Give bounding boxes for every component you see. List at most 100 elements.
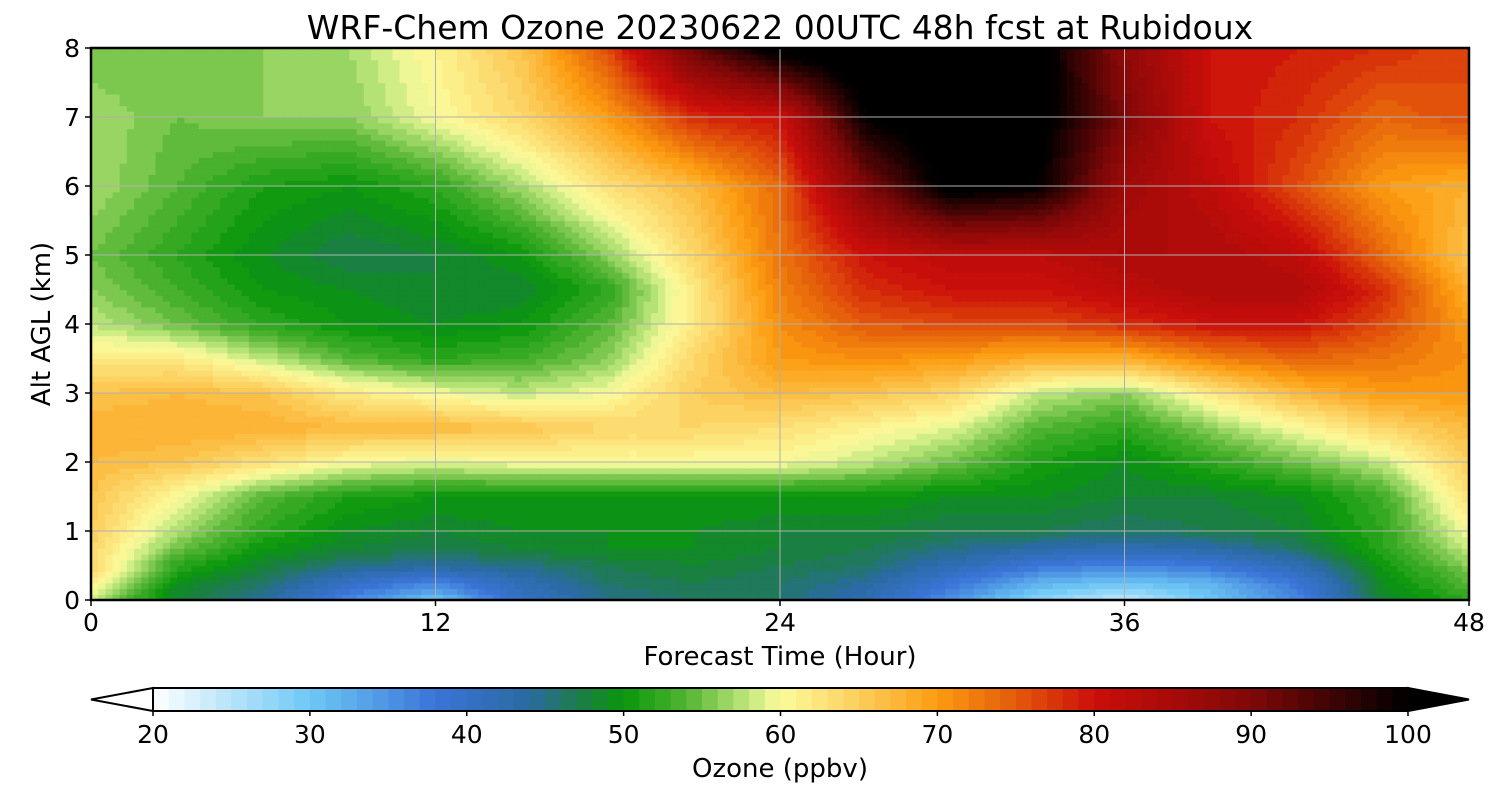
- heatmap-cell: [199, 543, 207, 549]
- heatmap-cell: [830, 571, 838, 577]
- heatmap-cell: [909, 485, 917, 491]
- heatmap-cell: [1089, 462, 1097, 468]
- heatmap-cell: [780, 502, 788, 508]
- heatmap-cell: [1153, 531, 1161, 537]
- heatmap-cell: [1311, 520, 1319, 526]
- heatmap-cell: [385, 548, 393, 554]
- heatmap-cell: [931, 577, 939, 583]
- heatmap-cell: [443, 468, 451, 474]
- heatmap-cell: [1017, 520, 1025, 526]
- heatmap-cell: [148, 514, 156, 520]
- heatmap-cell: [206, 474, 214, 480]
- heatmap-cell: [1117, 571, 1125, 577]
- heatmap-cell: [335, 531, 343, 537]
- heatmap-cell: [809, 566, 817, 572]
- heatmap-cell: [407, 479, 415, 485]
- heatmap-cell: [658, 508, 666, 514]
- heatmap-cell: [945, 537, 953, 543]
- heatmap-cell: [235, 554, 243, 560]
- heatmap-cell: [802, 468, 810, 474]
- heatmap-cell: [558, 451, 566, 457]
- heatmap-cell: [694, 474, 702, 480]
- heatmap-cell: [256, 508, 264, 514]
- heatmap-cell: [572, 577, 580, 583]
- heatmap-cell: [1046, 474, 1054, 480]
- heatmap-cell: [500, 560, 508, 566]
- heatmap-cell: [665, 508, 673, 514]
- heatmap-cell: [744, 474, 752, 480]
- heatmap-cell: [830, 468, 838, 474]
- heatmap-cell: [450, 560, 458, 566]
- heatmap-cell: [1383, 554, 1391, 560]
- heatmap-cell: [1125, 485, 1133, 491]
- heatmap-cell: [220, 566, 228, 572]
- heatmap-cell: [235, 474, 243, 480]
- heatmap-cell: [644, 451, 652, 457]
- heatmap-cell: [378, 491, 386, 497]
- heatmap-cell: [407, 468, 415, 474]
- heatmap-cell: [730, 554, 738, 560]
- heatmap-cell: [1412, 548, 1420, 554]
- heatmap-cell: [177, 497, 185, 503]
- heatmap-cell: [974, 560, 982, 566]
- heatmap-cell: [909, 548, 917, 554]
- heatmap-cell: [701, 566, 709, 572]
- heatmap-cell: [773, 571, 781, 577]
- heatmap-cell: [1261, 583, 1269, 589]
- heatmap-cell: [235, 479, 243, 485]
- heatmap-cell: [579, 537, 587, 543]
- heatmap-cell: [1455, 462, 1463, 468]
- heatmap-cell: [924, 577, 932, 583]
- heatmap-cell: [615, 514, 623, 520]
- heatmap-cell: [471, 462, 479, 468]
- heatmap-cell: [120, 508, 128, 514]
- heatmap-cell: [1254, 514, 1262, 520]
- heatmap-cell: [687, 554, 695, 560]
- heatmap-cell: [199, 520, 207, 526]
- heatmap-cell: [916, 577, 924, 583]
- heatmap-cell: [751, 497, 759, 503]
- heatmap-cell: [766, 468, 774, 474]
- heatmap-cell: [1419, 491, 1427, 497]
- heatmap-cell: [464, 462, 472, 468]
- heatmap-cell: [213, 479, 221, 485]
- heatmap-cell: [737, 589, 745, 595]
- heatmap-cell: [220, 543, 228, 549]
- heatmap-cell: [1404, 543, 1412, 549]
- heatmap-cell: [952, 514, 960, 520]
- heatmap-cell: [1354, 531, 1362, 537]
- heatmap-cell: [1017, 548, 1025, 554]
- heatmap-cell: [952, 497, 960, 503]
- heatmap-cell: [436, 520, 444, 526]
- heatmap-cell: [902, 589, 910, 595]
- heatmap-cell: [1440, 520, 1448, 526]
- heatmap-cell: [328, 479, 336, 485]
- heatmap-cell: [177, 571, 185, 577]
- heatmap-cell: [191, 589, 199, 595]
- heatmap-cell: [723, 531, 731, 537]
- heatmap-cell: [414, 583, 422, 589]
- heatmap-cell: [1196, 508, 1204, 514]
- heatmap-cell: [507, 491, 515, 497]
- heatmap-cell: [299, 520, 307, 526]
- heatmap-cell: [680, 537, 688, 543]
- heatmap-cell: [191, 554, 199, 560]
- heatmap-cell: [644, 468, 652, 474]
- heatmap-cell: [967, 491, 975, 497]
- heatmap-cell: [1404, 468, 1412, 474]
- heatmap-cell: [378, 543, 386, 549]
- heatmap-cell: [206, 520, 214, 526]
- heatmap-cell: [608, 502, 616, 508]
- heatmap-cell: [335, 468, 343, 474]
- heatmap-cell: [1412, 451, 1420, 457]
- heatmap-cell: [1433, 543, 1441, 549]
- heatmap-cell: [837, 462, 845, 468]
- heatmap-cell: [227, 514, 235, 520]
- heatmap-cell: [1304, 548, 1312, 554]
- heatmap-cell: [98, 560, 106, 566]
- heatmap-cell: [1182, 508, 1190, 514]
- heatmap-cell: [995, 560, 1003, 566]
- heatmap-cell: [357, 491, 365, 497]
- heatmap-cell: [658, 554, 666, 560]
- heatmap-cell: [572, 560, 580, 566]
